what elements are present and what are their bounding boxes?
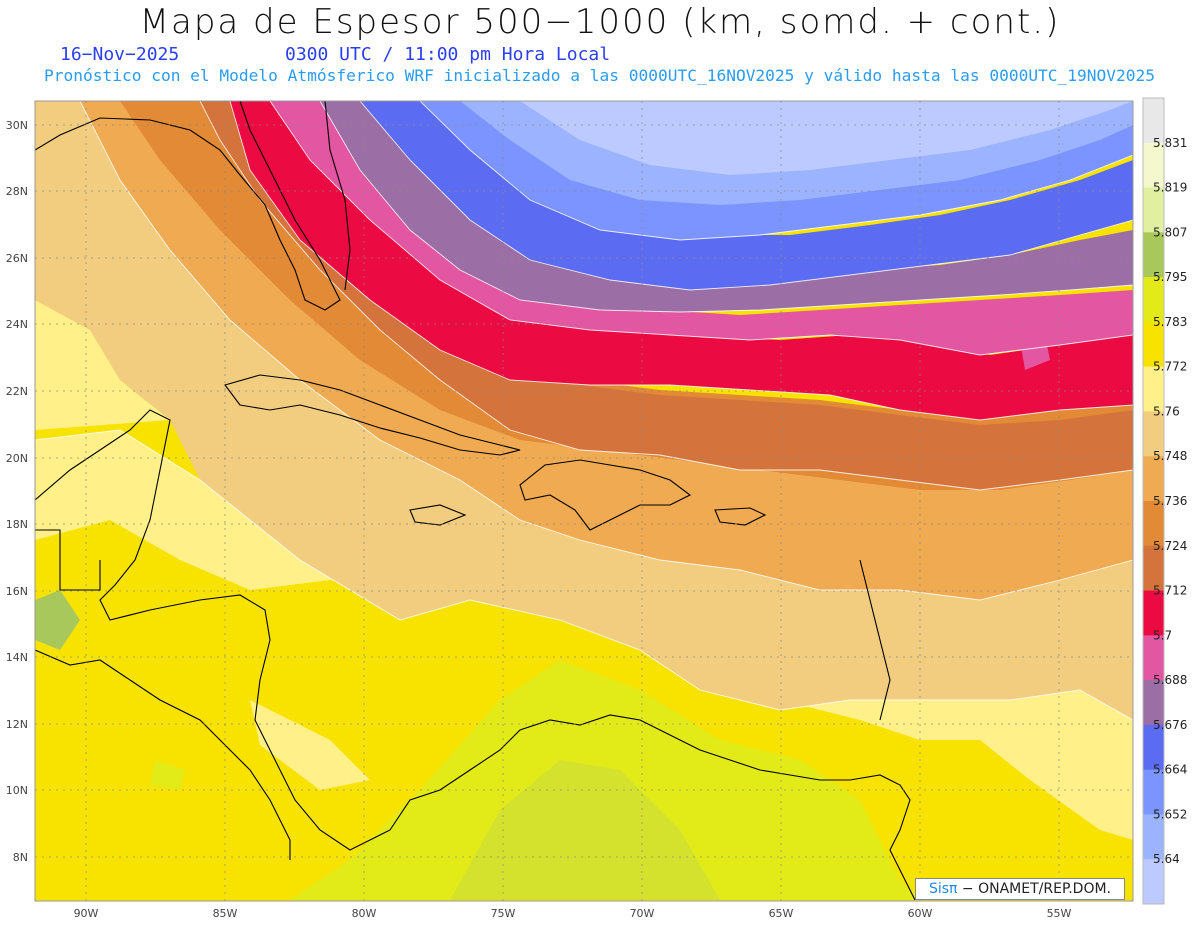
colorbar-swatch: [1143, 456, 1164, 502]
colorbar-label: 5.712: [1153, 584, 1187, 598]
latitude-axis: 30N 28N 26N 24N 22N 20N 18N 16N 14N 12N …: [6, 119, 28, 864]
graticule: [35, 101, 1133, 901]
lat-label: 12N: [6, 718, 28, 731]
lat-label: 28N: [6, 185, 28, 198]
colorbar-label: 5.783: [1153, 315, 1187, 329]
colorbar-label: 5.76: [1153, 404, 1180, 418]
lon-label: 65W: [769, 907, 794, 920]
forecast-time: 0300 UTC / 11:00 pm Hora Local: [285, 44, 611, 65]
colorbar-swatch: [1143, 187, 1164, 233]
thickness-contours: [35, 101, 1133, 901]
colorbar-swatch: [1143, 98, 1164, 144]
colorbar-label: 5.7: [1153, 628, 1172, 642]
lon-label: 80W: [352, 907, 377, 920]
colorbar-swatch: [1143, 590, 1164, 636]
colorbar-swatch: [1143, 232, 1164, 278]
colorbar-label: 5.664: [1153, 763, 1187, 777]
colorbar-swatch: [1143, 545, 1164, 592]
longitude-axis: 90W 85W 80W 75W 70W 65W 60W 55W: [74, 907, 1072, 920]
colorbar-label: 5.736: [1153, 494, 1187, 508]
colorbar-label: 5.688: [1153, 673, 1187, 687]
colorbar-swatch: [1143, 724, 1164, 771]
lat-label: 22N: [6, 385, 28, 398]
lat-label: 24N: [6, 318, 28, 331]
colorbar-frame: [1142, 97, 1165, 905]
colorbar-swatch: [1143, 680, 1164, 726]
colorbar-swatch: [1143, 411, 1164, 457]
sispi-logo: Sisπ: [928, 881, 958, 897]
colorbar-swatch: [1143, 635, 1164, 681]
colorbar-label: 5.676: [1153, 718, 1187, 732]
colorbar-swatch: [1143, 277, 1164, 323]
model-subtitle: Pronóstico con el Modelo Atmósferico WRF…: [44, 66, 1156, 85]
lat-label: 8N: [13, 851, 28, 864]
colorbar-swatch: [1143, 859, 1164, 905]
credit-text: − ONAMET/REP.DOM.: [957, 881, 1111, 897]
lat-label: 10N: [6, 784, 28, 797]
colorbar-label: 5.795: [1153, 270, 1187, 284]
colorbar-label: 5.819: [1153, 181, 1187, 195]
lon-label: 70W: [630, 907, 655, 920]
lat-label: 20N: [6, 452, 28, 465]
lat-label: 16N: [6, 585, 28, 598]
colorbar-swatch: [1143, 366, 1164, 412]
coastlines: [35, 101, 916, 901]
colorbar-swatch: [1143, 769, 1164, 815]
credit-badge: Sisπ − ONAMET/REP.DOM.: [915, 878, 1125, 900]
lon-label: 90W: [74, 907, 99, 920]
map-title: Mapa de Espesor 500−1000 (km, somd. + co…: [139, 2, 1061, 42]
lat-label: 18N: [6, 518, 28, 531]
lon-label: 55W: [1047, 907, 1072, 920]
colorbar-swatch: [1143, 501, 1164, 547]
colorbar-label: 5.64: [1153, 852, 1180, 866]
lat-label: 14N: [6, 651, 28, 664]
colorbar: 5.831 5.819 5.807 5.795 5.783 5.772 5.76 5.748 5…: [1142, 97, 1187, 905]
colorbar-swatch: [1143, 321, 1164, 368]
colorbar-label: 5.748: [1153, 449, 1187, 463]
lon-label: 85W: [213, 907, 238, 920]
colorbar-label: 5.724: [1153, 539, 1187, 553]
forecast-date: 16−Nov−2025: [60, 44, 180, 65]
colorbar-label: 5.831: [1153, 136, 1187, 150]
colorbar-swatch: [1143, 142, 1164, 189]
colorbar-swatch: [1143, 814, 1164, 860]
lat-label: 26N: [6, 252, 28, 265]
lon-label: 75W: [491, 907, 516, 920]
colorbar-label: 5.807: [1153, 225, 1187, 239]
colorbar-label: 5.652: [1153, 807, 1187, 821]
lat-label: 30N: [6, 119, 28, 132]
lon-label: 60W: [908, 907, 933, 920]
colorbar-label: 5.772: [1153, 360, 1187, 374]
